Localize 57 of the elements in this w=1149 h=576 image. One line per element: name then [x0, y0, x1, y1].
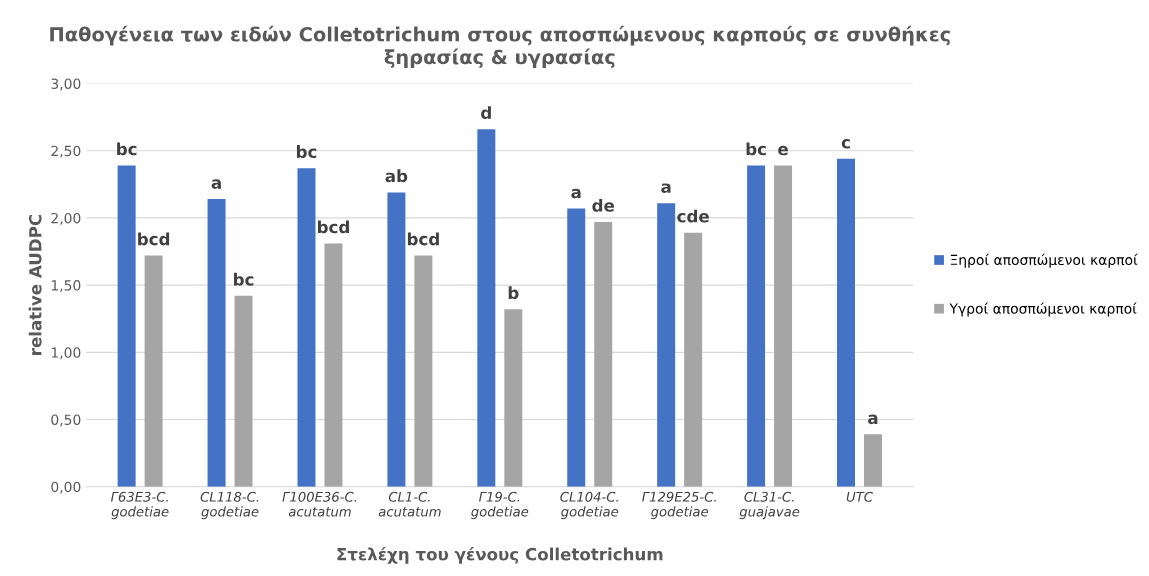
data-label: bc [117, 142, 137, 156]
data-label: bc [296, 145, 317, 159]
bar [864, 434, 882, 487]
x-tick-label: CL1-C. acutatum [378, 491, 441, 517]
data-label: bcd [317, 220, 349, 234]
bar [477, 129, 496, 487]
data-label: bc [746, 142, 766, 156]
x-tick-label: Γ19-C. godetiae [471, 491, 529, 520]
bar [234, 295, 253, 487]
bar [414, 255, 433, 487]
bar [297, 168, 316, 487]
x-tick-label: Γ100Ε36-C. acutatum [282, 491, 357, 517]
y-axis-title: relative AUDPC [28, 215, 42, 355]
x-tick-label: Γ129Ε25-C. godetiae [642, 491, 716, 520]
bar [207, 199, 226, 487]
bar [117, 165, 136, 487]
bar [567, 208, 586, 487]
data-label: d [481, 106, 491, 120]
bar [657, 203, 676, 487]
bar [594, 221, 613, 487]
x-axis-title: Στελέχη του γένους Colletotrichum [337, 546, 663, 564]
data-label: e [778, 145, 788, 156]
y-tick-label: 1,00 [51, 347, 81, 360]
y-tick-label: 2,00 [51, 212, 81, 225]
legend-label: Ξηροί αποσπώμενοι καρποί [950, 253, 1138, 268]
x-tick-label: Γ63Ε3-C. godetiae [110, 491, 169, 520]
bar [387, 192, 406, 487]
legend-label: Υγροί αποσπώμενοι καρποί [949, 302, 1137, 317]
x-tick-label: CL31-C. guajavae [739, 491, 800, 520]
bar [504, 309, 523, 487]
y-tick-label: 0,50 [51, 414, 81, 427]
y-tick-label: 1,50 [51, 280, 81, 293]
data-label: a [868, 414, 878, 425]
y-tick-label: 2,50 [51, 145, 81, 158]
chart-title: Παθογένεια των ειδών Colletotrichum στους αποσπώμενους καρπούς σε συνθήκες ξηρασίας & υγρασίας [50, 25, 950, 69]
data-label: a [571, 188, 581, 199]
x-tick-label: CL118-C. godetiae [200, 491, 259, 520]
data-label: a [211, 179, 221, 189]
data-label: a [661, 183, 671, 193]
data-label: de [592, 198, 615, 212]
x-tick-label: UTC [846, 491, 873, 502]
data-label: cde [677, 209, 709, 223]
bar [684, 232, 703, 487]
data-label: bc [234, 272, 254, 286]
bar [747, 165, 766, 487]
bar [324, 243, 343, 487]
bar [837, 158, 856, 487]
data-label: bcd [407, 232, 439, 246]
data-label: ab [385, 169, 408, 183]
data-label: b [508, 286, 519, 300]
y-tick-label: 0,00 [51, 481, 81, 494]
data-label: bcd [138, 232, 170, 246]
x-tick-label: CL104-C. godetiae [560, 491, 619, 520]
data-label: c [841, 139, 850, 149]
bar [774, 165, 793, 487]
bar [144, 255, 163, 487]
y-tick-label: 3,00 [51, 78, 81, 91]
